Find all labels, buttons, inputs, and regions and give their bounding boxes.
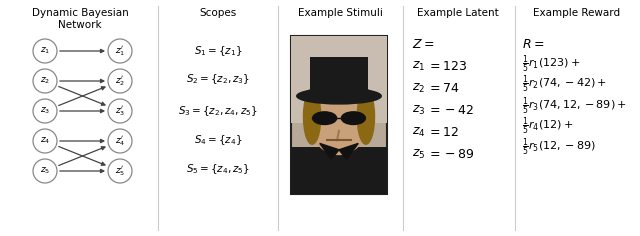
Circle shape (33, 39, 57, 63)
Text: $= 12$: $= 12$ (427, 126, 459, 139)
Text: $S_2 = \{z_2, z_3\}$: $S_2 = \{z_2, z_3\}$ (186, 72, 250, 86)
Text: $z_5$: $z_5$ (40, 166, 50, 176)
Text: $z_5'$: $z_5'$ (115, 164, 125, 178)
Text: $\frac{1}{5}r_1(123)+$: $\frac{1}{5}r_1(123)+$ (522, 53, 580, 75)
Text: $z_1$: $z_1$ (412, 59, 426, 72)
Polygon shape (339, 143, 358, 159)
Polygon shape (320, 143, 339, 159)
Text: $z_2$: $z_2$ (412, 81, 425, 95)
Text: $z_3$: $z_3$ (412, 103, 426, 117)
Circle shape (108, 99, 132, 123)
Text: Scopes: Scopes (200, 8, 237, 18)
Text: Dynamic Bayesian
Network: Dynamic Bayesian Network (31, 8, 129, 30)
Text: $z_2'$: $z_2'$ (115, 74, 125, 88)
Circle shape (33, 159, 57, 183)
Text: $S_5 = \{z_4, z_5\}$: $S_5 = \{z_4, z_5\}$ (186, 162, 250, 176)
Text: $z_1'$: $z_1'$ (115, 44, 125, 58)
Text: $S_3 = \{z_2, z_4, z_5\}$: $S_3 = \{z_2, z_4, z_5\}$ (178, 104, 258, 118)
Ellipse shape (341, 112, 365, 124)
FancyBboxPatch shape (310, 57, 368, 96)
Text: $Z =$: $Z =$ (412, 38, 435, 51)
Text: $S_4 = \{z_4\}$: $S_4 = \{z_4\}$ (194, 133, 243, 147)
Circle shape (108, 69, 132, 93)
Ellipse shape (303, 89, 321, 144)
Text: $z_4$: $z_4$ (40, 136, 50, 146)
Text: Example Stimuli: Example Stimuli (298, 8, 383, 18)
Circle shape (33, 69, 57, 93)
Ellipse shape (297, 88, 381, 104)
Text: Example Latent: Example Latent (417, 8, 499, 18)
Text: $z_2$: $z_2$ (40, 76, 50, 86)
Text: $z_1$: $z_1$ (40, 46, 50, 56)
Circle shape (108, 129, 132, 153)
Ellipse shape (357, 89, 374, 144)
FancyBboxPatch shape (291, 147, 387, 194)
Circle shape (108, 159, 132, 183)
Text: $= 74$: $= 74$ (427, 81, 460, 94)
Text: $z_4$: $z_4$ (412, 126, 426, 139)
Circle shape (33, 99, 57, 123)
Text: $z_3$: $z_3$ (40, 106, 50, 116)
Circle shape (33, 129, 57, 153)
Text: $\frac{1}{5}r_3(74,12,-89)+$: $\frac{1}{5}r_3(74,12,-89)+$ (522, 95, 627, 117)
Circle shape (108, 39, 132, 63)
Ellipse shape (312, 112, 337, 124)
Text: $R =$: $R =$ (522, 38, 545, 51)
FancyBboxPatch shape (291, 36, 387, 194)
Text: $S_1 = \{z_1\}$: $S_1 = \{z_1\}$ (194, 44, 243, 58)
Text: $\frac{1}{5}r_4(12)+$: $\frac{1}{5}r_4(12)+$ (522, 115, 573, 137)
Text: $\frac{1}{5}r_5(12,-89)$: $\frac{1}{5}r_5(12,-89)$ (522, 136, 596, 158)
Text: Example Reward: Example Reward (533, 8, 621, 18)
FancyBboxPatch shape (291, 36, 387, 123)
Text: $z_4'$: $z_4'$ (115, 134, 125, 148)
Text: $\frac{1}{5}r_2(74,-42)+$: $\frac{1}{5}r_2(74,-42)+$ (522, 73, 607, 95)
Text: $= 123$: $= 123$ (427, 59, 467, 72)
Text: $= -42$: $= -42$ (427, 104, 474, 117)
Text: $= -89$: $= -89$ (427, 148, 475, 160)
Ellipse shape (311, 94, 367, 155)
Text: $z_5$: $z_5$ (412, 148, 426, 160)
Text: $z_3'$: $z_3'$ (115, 104, 125, 118)
